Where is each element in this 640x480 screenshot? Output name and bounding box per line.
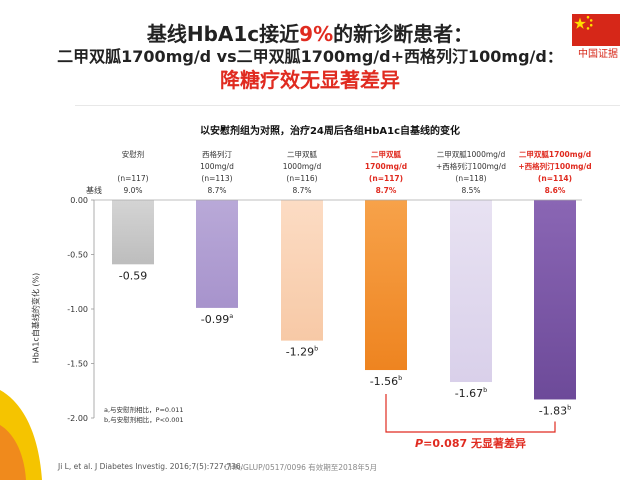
bar <box>534 200 576 400</box>
document-code: CHN/GLUP/0517/0096 有效期至2018年5月 <box>224 463 378 472</box>
group-header-line: 二甲双胍 <box>287 150 317 159</box>
y-tick-label: -0.50 <box>67 251 88 260</box>
group-header-line: 安慰剂 <box>121 150 145 159</box>
bar <box>365 200 407 371</box>
group-header-line: 西格列汀 <box>202 150 232 159</box>
group-header-line: 二甲双胍1700mg/d <box>518 150 592 159</box>
group-header-line: +西格列汀100mg/d <box>436 162 506 171</box>
bar <box>112 200 154 265</box>
title-line-2: 二甲双胍1700mg/d vs二甲双胍1700mg/d+西格列汀100mg/d： <box>57 47 563 66</box>
group-header-line: 8.5% <box>461 186 481 195</box>
bar-value-label: -1.83b <box>539 403 572 417</box>
group-header-line: (n=118) <box>455 174 487 183</box>
china-flag-icon <box>572 14 620 46</box>
y-tick-label: -2.00 <box>67 414 88 423</box>
baseline-label: 基线 <box>86 186 102 195</box>
group-header-line: 1000mg/d <box>282 162 322 171</box>
header-divider <box>75 105 620 106</box>
bar-value-label: -0.59 <box>119 269 147 282</box>
footnotes: a,与安慰剂相比，P=0.011 b,与安慰剂相比，P<0.001 <box>104 406 184 425</box>
p-value-annotation: P=0.087 无显著差异 <box>415 436 526 450</box>
flag-label: 中国证据 <box>578 49 618 60</box>
footnote-b: b,与安慰剂相比，P<0.001 <box>104 415 184 424</box>
bar-value-label: -1.56b <box>370 374 403 388</box>
group-header-line: (n=117) <box>368 174 404 183</box>
group-header-line: (n=117) <box>117 174 149 183</box>
corner-decoration <box>0 390 42 480</box>
group-header-line: 二甲双胍 <box>371 150 401 159</box>
group-header: 二甲双胍1000mg/d +西格列汀100mg/d (n=118) 8.5% <box>421 149 521 197</box>
y-tick-label: 0.00 <box>70 196 88 205</box>
bar <box>450 200 492 383</box>
bar <box>281 200 323 341</box>
bar-value-label: -0.99a <box>201 312 233 326</box>
group-header-line: 100mg/d <box>200 162 234 171</box>
bar-value-label: -1.29b <box>286 345 319 359</box>
group-header-line: (n=113) <box>201 174 233 183</box>
group-header-line: 8.7% <box>292 186 312 195</box>
group-header: 二甲双胍 1000mg/d (n=116) 8.7% <box>252 149 352 197</box>
group-header-line: 8.7% <box>207 186 227 195</box>
group-header-line: 9.0% <box>123 186 143 195</box>
title-line-3: 降糖疗效无显著差异 <box>220 68 400 92</box>
group-header-line: (n=116) <box>286 174 318 183</box>
bar-value-label: -1.67b <box>455 386 488 400</box>
group-header: 西格列汀 100mg/d (n=113) 8.7% <box>167 149 267 197</box>
footnote-a: a,与安慰剂相比，P=0.011 <box>104 406 184 414</box>
y-tick-label: -1.50 <box>67 360 88 369</box>
group-header-line: 8.7% <box>375 186 397 195</box>
y-tick-label: -1.00 <box>67 305 88 314</box>
group-header-line: (n=114) <box>537 174 573 183</box>
group-header-line: 8.6% <box>544 186 566 195</box>
group-header: 二甲双胍1700mg/d +西格列汀100mg/d (n=114) 8.6% <box>505 149 605 197</box>
reference-citation: Ji L, et al. J Diabetes Investig. 2016;7… <box>58 462 244 471</box>
chart-subtitle: 以安慰剂组为对照，治疗24周后各组HbA1c自基线的变化 <box>199 126 461 137</box>
group-header-line: 1700mg/d <box>364 162 408 171</box>
group-header: 二甲双胍 1700mg/d (n=117) 8.7% <box>336 149 436 197</box>
group-header-line: 二甲双胍1000mg/d <box>436 150 506 159</box>
significance-bracket <box>385 394 556 433</box>
title-line-1: 基线HbA1c接近9%的新诊断患者： <box>146 22 474 46</box>
group-header-line: +西格列汀100mg/d <box>518 162 592 171</box>
group-header: 安慰剂 (n=117) 9.0% <box>83 149 183 197</box>
bar <box>196 200 238 308</box>
